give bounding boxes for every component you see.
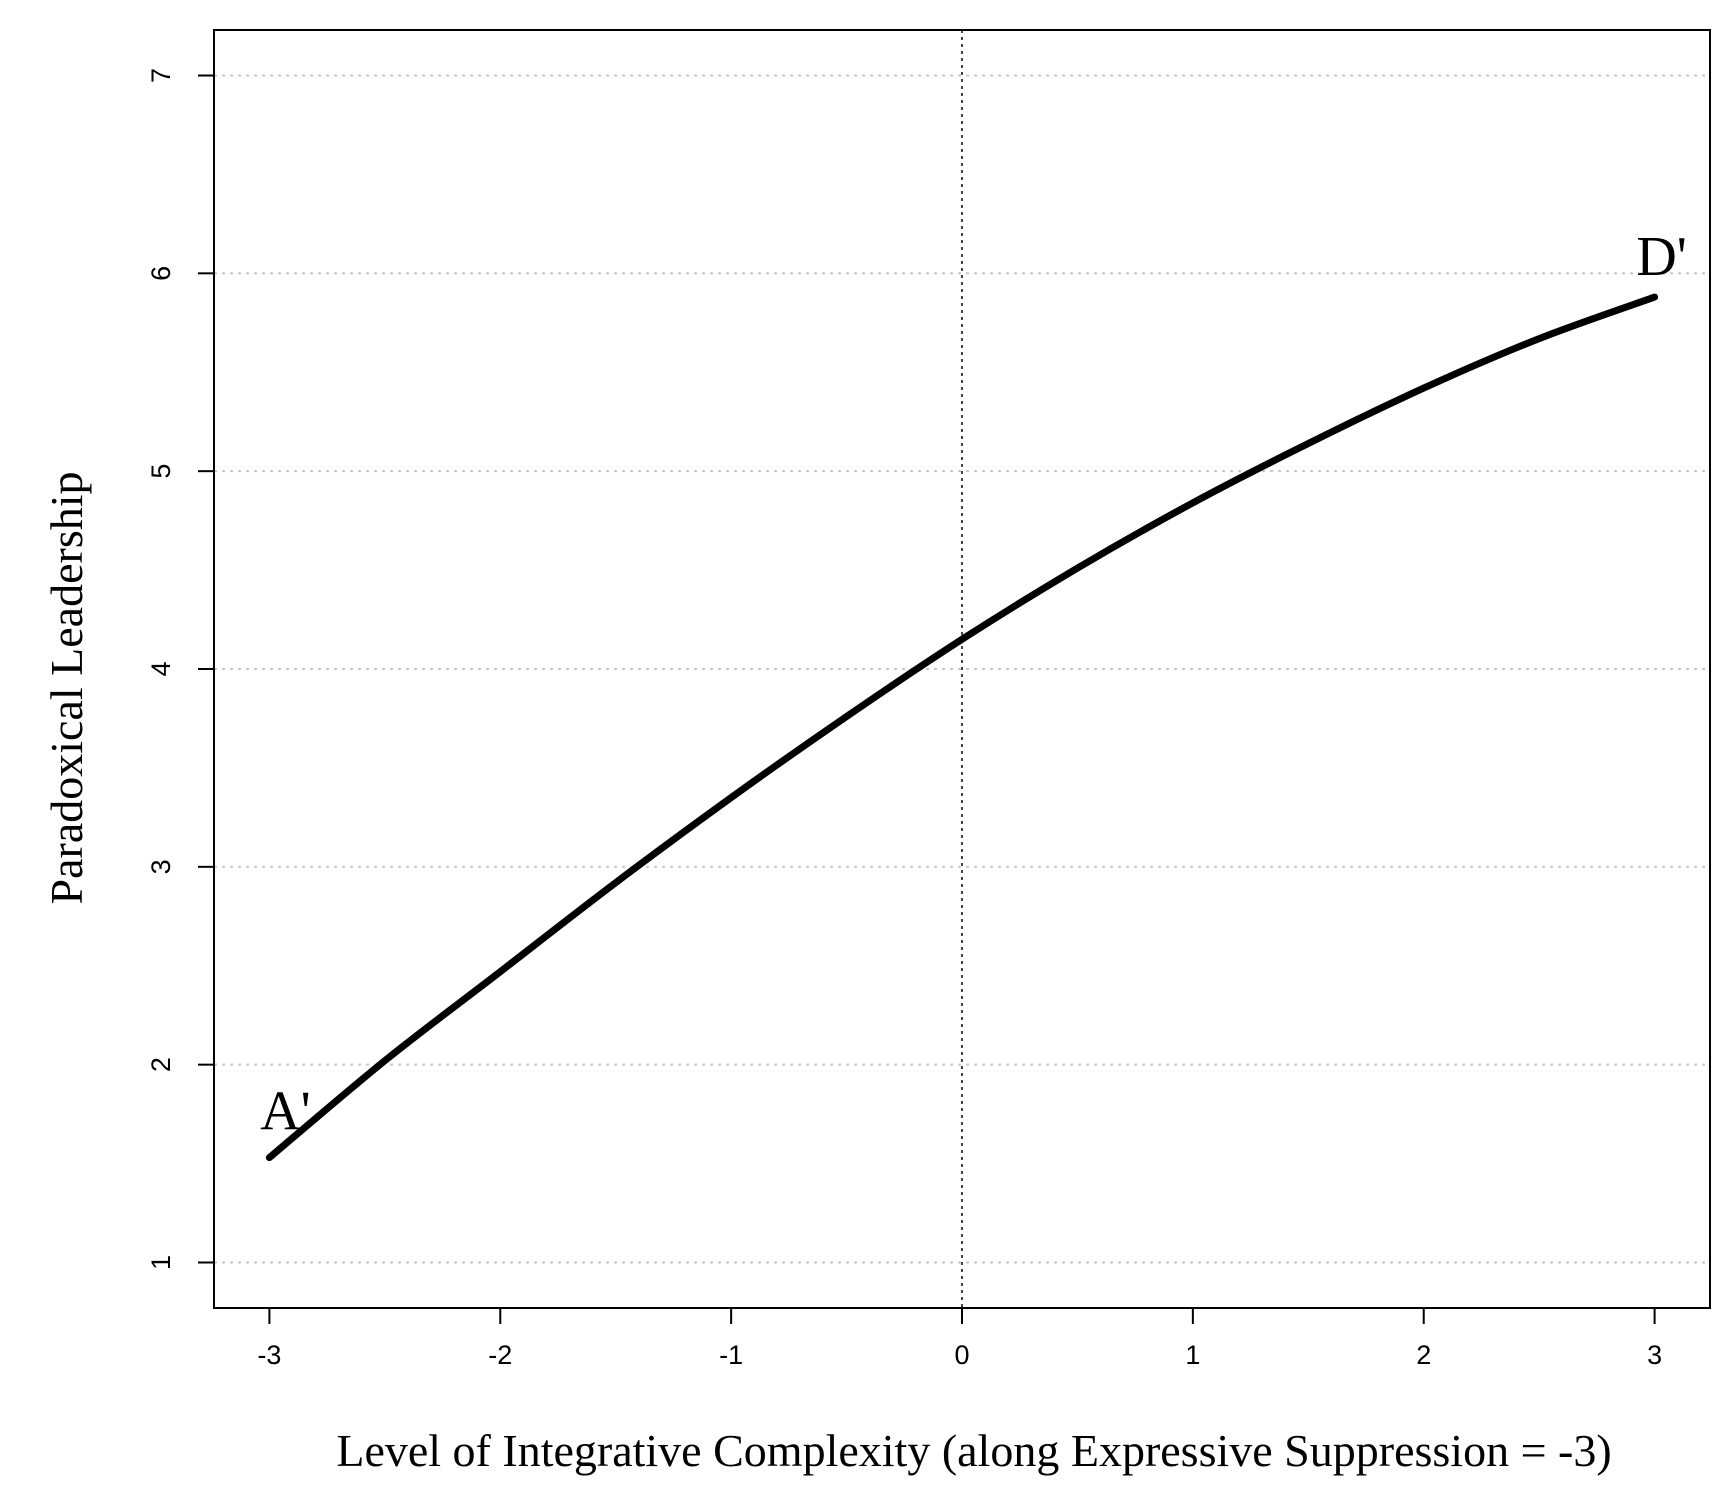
- y-tick-label: 6: [146, 266, 176, 281]
- y-axis-title: Paradoxical Leadership: [41, 472, 92, 905]
- y-tick-label: 1: [146, 1255, 176, 1270]
- x-axis: -3 -2 -1 0 1 2 3: [257, 1307, 1662, 1370]
- y-tick-label: 4: [146, 661, 176, 676]
- x-tick-label: -2: [488, 1340, 512, 1370]
- x-tick-label: 1: [1185, 1340, 1200, 1370]
- annotations: A' D': [260, 226, 1687, 1143]
- x-tick-label: -3: [257, 1340, 281, 1370]
- x-tick-label: -1: [719, 1340, 743, 1370]
- y-tick-label: 5: [146, 464, 176, 479]
- point-label: A': [260, 1081, 311, 1143]
- x-tick-label: 3: [1647, 1340, 1662, 1370]
- x-tick-label: 0: [954, 1340, 969, 1370]
- y-axis: 1 2 3 4 5 6 7: [146, 68, 215, 1270]
- y-tick-label: 7: [146, 68, 176, 83]
- y-tick-label: 3: [146, 859, 176, 874]
- series-line-0: [265, 293, 1659, 1162]
- x-tick-label: 2: [1416, 1340, 1431, 1370]
- grid-lines: [214, 74, 1710, 1264]
- y-tick-label: 2: [146, 1057, 176, 1072]
- x-axis-title: Level of Integrative Complexity (along E…: [336, 1425, 1611, 1476]
- series-line-layer: [265, 293, 1659, 1162]
- point-label: D': [1636, 226, 1687, 288]
